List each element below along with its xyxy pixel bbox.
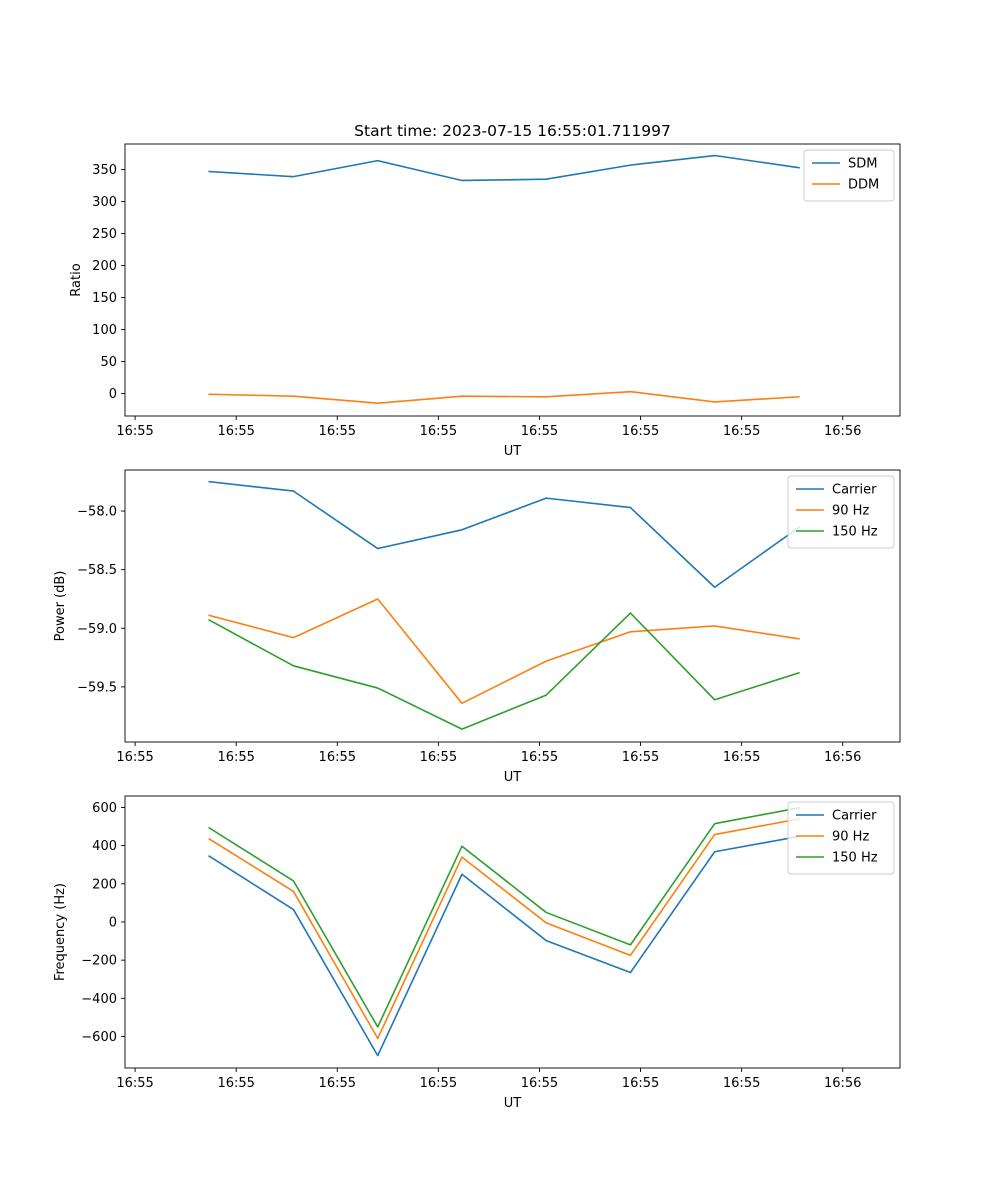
y-tick-label: −200 (81, 954, 117, 969)
y-tick-label: 200 (92, 259, 117, 274)
y-tick-label: 50 (100, 355, 117, 370)
legend (787, 475, 895, 549)
x-axis-label: UT (504, 1096, 522, 1111)
series-line-carrier (208, 835, 800, 1057)
y-axis-label: Power (dB) (53, 571, 68, 642)
series-line-sdm (208, 154, 800, 182)
y-tick-label: −400 (81, 992, 117, 1007)
x-tick-label: 16:56 (824, 750, 861, 765)
y-tick-label: −58.5 (77, 563, 117, 578)
legend-label: 150 Hz (832, 525, 878, 540)
legend-label: Carrier (832, 809, 877, 824)
x-tick-label: 16:55 (521, 750, 558, 765)
legend-label: Carrier (832, 483, 877, 498)
y-tick-label: 200 (92, 877, 117, 892)
x-tick-label: 16:55 (217, 1076, 254, 1091)
x-tick-label: 16:55 (420, 1076, 457, 1091)
x-tick-label: 16:55 (723, 750, 760, 765)
series-line-150-hz (208, 612, 800, 730)
x-tick-label: 16:55 (116, 1076, 153, 1091)
x-tick-label: 16:55 (521, 1076, 558, 1091)
x-tick-label: 16:55 (319, 750, 356, 765)
x-tick-label: 16:55 (116, 750, 153, 765)
x-tick-label: 16:55 (622, 424, 659, 439)
y-tick-label: −59.5 (77, 680, 117, 695)
y-axis-label: Frequency (Hz) (53, 883, 68, 981)
x-tick-label: 16:55 (723, 1076, 760, 1091)
x-tick-label: 16:55 (116, 424, 153, 439)
legend-label: DDM (848, 178, 879, 193)
axes-frame (124, 795, 901, 1069)
series-line-90-hz (208, 598, 800, 705)
x-tick-label: 16:55 (420, 750, 457, 765)
x-axis-label: UT (504, 770, 522, 785)
series-line-carrier (208, 480, 801, 589)
chart-3: 16:55 16:55 16:55 16:55 16:55 16:55 16:55 16:56… (53, 795, 901, 1111)
x-tick-label: 16:55 (217, 424, 254, 439)
x-tick-label: 16:55 (319, 1076, 356, 1091)
y-tick-label: 100 (92, 323, 117, 338)
x-axis-label: UT (504, 444, 522, 459)
series-line-ddm (208, 390, 800, 405)
chart-2: 16:55 16:55 16:55 16:55 16:55 16:55 16:55 16:56… (53, 469, 901, 785)
legend-label: 90 Hz (832, 504, 869, 519)
axes-frame (124, 143, 901, 417)
x-tick-label: 16:55 (319, 424, 356, 439)
y-tick-label: 0 (109, 387, 117, 402)
y-tick-label: 600 (92, 801, 117, 816)
x-tick-label: 16:56 (824, 424, 861, 439)
chart-1: 16:55 16:55 16:55 16:55 16:55 16:55 16:55 16:56… (69, 143, 901, 459)
x-tick-label: 16:55 (217, 750, 254, 765)
x-tick-label: 16:55 (420, 424, 457, 439)
x-tick-label: 16:55 (521, 424, 558, 439)
legend-label: 90 Hz (832, 830, 869, 845)
axes-frame (124, 469, 901, 743)
x-tick-label: 16:56 (824, 1076, 861, 1091)
x-tick-label: 16:55 (622, 750, 659, 765)
y-tick-label: −59.0 (77, 622, 117, 637)
y-tick-label: 0 (109, 915, 117, 930)
series-line-150-hz (208, 806, 800, 1028)
series-line-90-hz (208, 817, 800, 1040)
x-tick-label: 16:55 (622, 1076, 659, 1091)
legend-label: SDM (848, 157, 877, 172)
y-tick-label: 150 (92, 291, 117, 306)
y-tick-label: 300 (92, 195, 117, 210)
y-tick-label: −600 (81, 1030, 117, 1045)
plots-container: 16:55 16:55 16:55 16:55 16:55 16:55 16:55 16:56… (53, 143, 901, 1111)
figure-title: Start time: 2023-07-15 16:55:01.711997 (354, 122, 671, 140)
y-axis-label: Ratio (69, 263, 84, 296)
legend (787, 801, 895, 875)
y-tick-label: −58.0 (77, 505, 117, 520)
x-tick-label: 16:55 (723, 424, 760, 439)
y-tick-label: 350 (92, 163, 117, 178)
y-tick-label: 250 (92, 227, 117, 242)
y-tick-label: 400 (92, 839, 117, 854)
legend-label: 150 Hz (832, 851, 878, 866)
